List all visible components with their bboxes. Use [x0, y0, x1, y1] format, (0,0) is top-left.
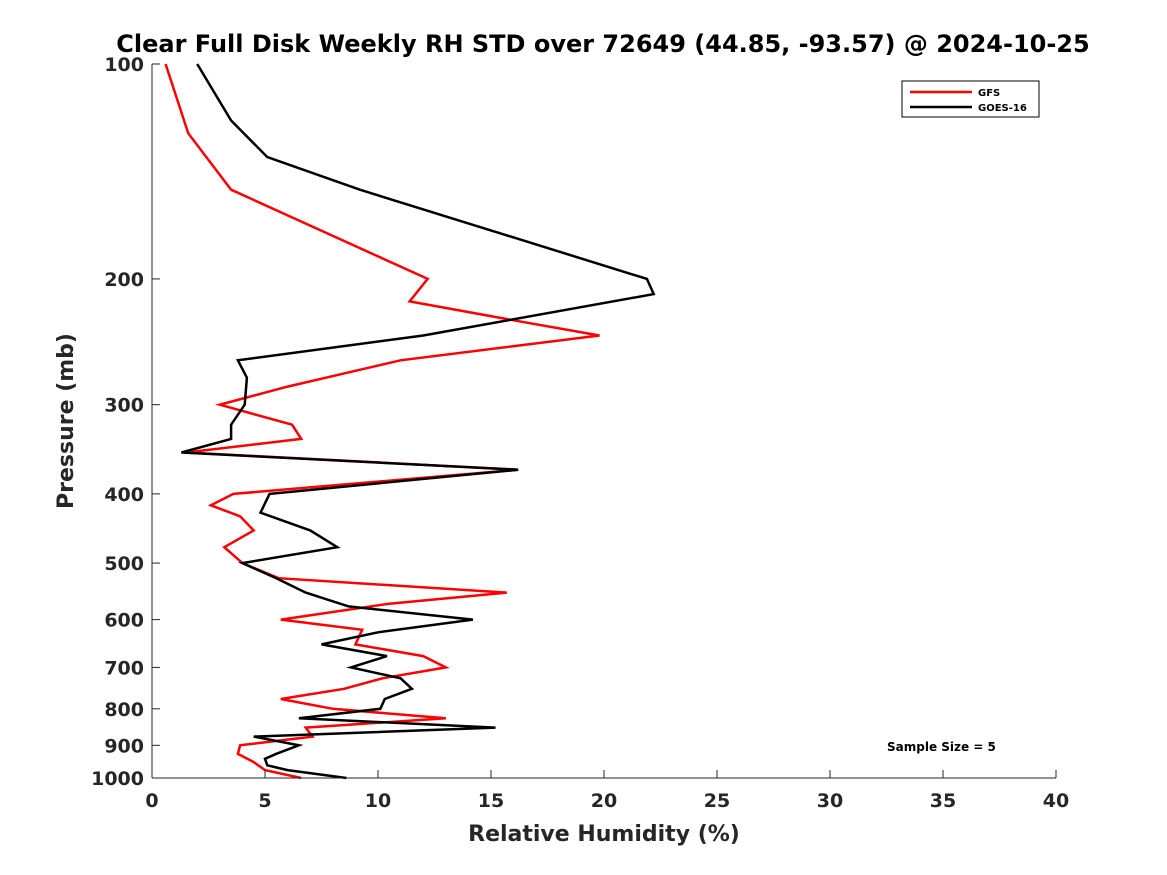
y-tick-label: 100	[104, 54, 144, 76]
x-tick-label: 15	[478, 790, 504, 812]
legend-box	[901, 80, 1040, 118]
x-tick-label: 20	[591, 790, 617, 812]
sample-size-annotation: Sample Size = 5	[887, 740, 996, 754]
series-line-goes-16	[181, 63, 656, 780]
y-axis: 100 200 300 400 500 600 700 800 900 1000	[91, 54, 160, 790]
x-axis-label: Relative Humidity (%)	[468, 822, 740, 847]
x-axis: 0 5 10 15 20 25 30 35 40	[145, 770, 1069, 812]
y-tick-label: 600	[104, 610, 144, 632]
x-tick-label: 0	[145, 790, 158, 812]
y-tick-label: 1000	[91, 768, 144, 790]
y-tick-label: 500	[104, 553, 144, 575]
chart-title: Clear Full Disk Weekly RH STD over 72649…	[116, 30, 1089, 58]
y-tick-label: 200	[104, 269, 144, 291]
y-tick-label: 800	[104, 699, 144, 721]
y-axis-label: Pressure (mb)	[54, 333, 79, 509]
y-tick-label: 400	[104, 484, 144, 506]
x-tick-label: 5	[258, 790, 271, 812]
y-tick-label: 900	[104, 735, 144, 757]
x-tick-label: 10	[365, 790, 391, 812]
x-tick-label: 40	[1043, 790, 1069, 812]
legend-label-goes16: GOES-16	[978, 103, 1027, 114]
series-line-gfs	[164, 63, 600, 780]
x-tick-label: 35	[930, 790, 956, 812]
x-tick-label: 25	[704, 790, 730, 812]
y-tick-label: 300	[104, 395, 144, 417]
legend-label-gfs: GFS	[978, 88, 1000, 99]
x-tick-label: 30	[817, 790, 843, 812]
legend: GFS GOES-16	[901, 80, 1040, 118]
y-tick-label: 700	[104, 657, 144, 679]
plot-area	[164, 63, 656, 780]
